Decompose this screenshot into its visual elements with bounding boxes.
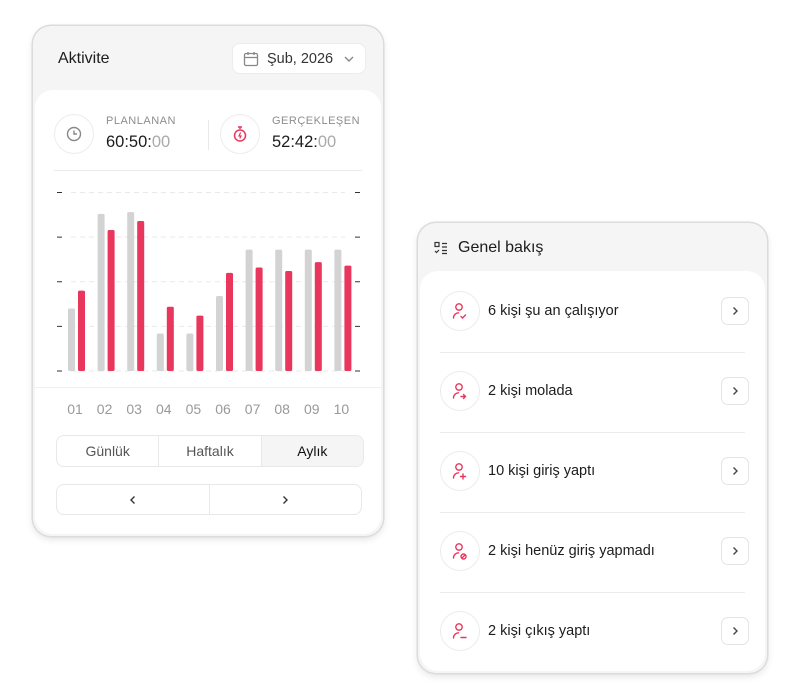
user-plus-icon [452, 463, 467, 480]
next-button[interactable] [210, 485, 362, 514]
planned-value-main: 60:50: [106, 133, 152, 151]
stats-separator [54, 170, 362, 171]
chevron-right-icon [733, 307, 738, 315]
calendar-icon [243, 51, 259, 66]
bar-actual [255, 267, 263, 371]
bar-planned [156, 333, 164, 371]
bar-actual [226, 272, 233, 371]
planned-icon-wrap [54, 114, 94, 154]
chevron-left-icon [129, 495, 135, 504]
x-tick-label: 06 [215, 401, 231, 417]
overview-item-label: 10 kişi giriş yaptı [488, 463, 596, 479]
x-tick-label: 04 [156, 401, 172, 417]
overview-item[interactable]: 10 kişi giriş yaptı [420, 433, 765, 513]
planned-value-seconds: 00 [151, 133, 171, 151]
user-break-icon [452, 383, 467, 400]
x-tick-label: 08 [274, 401, 290, 417]
overview-item-label: 6 kişi şu an çalışıyor [488, 303, 619, 319]
overview-item-open-button[interactable] [721, 297, 749, 325]
overview-title: Genel bakış [458, 239, 544, 256]
overview-panel: 6 kişi şu an çalışıyor 2 kişi molada 10 … [420, 271, 765, 671]
overview-item[interactable]: 2 kişi molada [420, 353, 765, 433]
bar-planned [245, 249, 253, 371]
bar-actual [314, 262, 322, 371]
x-tick-label: 01 [67, 401, 83, 417]
actual-value: 52:42:00 [272, 133, 336, 152]
bar-actual [196, 315, 204, 371]
chevron-right-icon [733, 387, 738, 395]
planned-label: PLANLANAN [106, 115, 176, 127]
row-divider [440, 432, 745, 433]
tab-weekly[interactable]: Haftalık [159, 436, 262, 466]
overview-item-label: 2 kişi molada [488, 383, 573, 399]
x-tick-label: 02 [96, 401, 113, 417]
bar-actual [166, 306, 174, 371]
tab-monthly[interactable]: Aylık [261, 436, 363, 466]
overview-item[interactable]: 2 kişi henüz giriş yapmadı [420, 513, 765, 593]
x-tick-label: 03 [126, 401, 142, 417]
bar-planned [216, 296, 223, 371]
bar-planned [334, 249, 342, 371]
chevron-right-icon [733, 467, 738, 475]
row-divider [440, 512, 745, 513]
overview-item-icon-wrap [440, 291, 480, 331]
bar-planned [304, 249, 312, 371]
overview-item-icon-wrap [440, 611, 480, 651]
chevron-right-icon [733, 547, 738, 555]
date-value: Şub, 2026 [267, 50, 334, 67]
activity-chart [57, 192, 360, 372]
bar-actual [344, 265, 352, 371]
actual-value-main: 52:42: [272, 133, 318, 151]
actual-value-seconds: 00 [317, 133, 337, 151]
overview-item-label: 2 kişi henüz giriş yapmadı [488, 543, 655, 559]
overview-item-open-button[interactable] [721, 617, 749, 645]
x-tick-label: 09 [304, 401, 320, 417]
chevron-right-icon [283, 495, 289, 504]
overview-item-open-button[interactable] [721, 537, 749, 565]
bar-planned [186, 333, 194, 371]
bar-planned [68, 308, 75, 371]
chevron-down-icon [344, 56, 354, 62]
overview-item-label: 2 kişi çıkış yaptı [488, 623, 591, 639]
overview-item-open-button[interactable] [721, 457, 749, 485]
checklist-icon [434, 241, 447, 255]
overview-item-open-button[interactable] [721, 377, 749, 405]
bar-planned [97, 213, 105, 371]
bar-actual [137, 221, 145, 371]
bar-actual [78, 290, 85, 371]
chart-bottom-divider [35, 387, 381, 388]
x-tick-label: 05 [185, 401, 202, 417]
stats-divider [208, 120, 209, 150]
bar-planned [127, 212, 135, 371]
activity-card: Aktivite Şub, 2026 PLANLANAN 60:50:00 GE… [33, 26, 383, 536]
clock-icon [66, 126, 82, 142]
activity-title: Aktivite [58, 50, 110, 67]
bar-planned [275, 249, 283, 371]
user-minus-icon [452, 623, 467, 639]
row-divider [440, 592, 745, 593]
x-tick-label: 10 [333, 401, 350, 417]
stopwatch-icon [233, 126, 247, 142]
overview-item-icon-wrap [440, 371, 480, 411]
period-tabs: Günlük Haftalık Aylık [56, 435, 364, 467]
overview-card: 6 kişi şu an çalışıyor 2 kişi molada 10 … [418, 223, 767, 673]
date-selector[interactable]: Şub, 2026 [232, 43, 366, 74]
overview-item-icon-wrap [440, 451, 480, 491]
user-blocked-icon [452, 543, 467, 560]
bar-actual [285, 271, 293, 371]
tab-daily[interactable]: Günlük [57, 436, 160, 466]
overview-item[interactable]: 6 kişi şu an çalışıyor [420, 273, 765, 353]
x-tick-label: 07 [244, 401, 261, 417]
user-check-icon [452, 303, 467, 319]
pager [56, 484, 362, 515]
row-divider [440, 352, 745, 353]
bar-actual [107, 229, 115, 371]
overview-item[interactable]: 2 kişi çıkış yaptı [420, 593, 765, 673]
prev-button[interactable] [57, 485, 210, 514]
actual-label: GERÇEKLEŞEN [272, 115, 361, 127]
chevron-right-icon [733, 627, 738, 635]
actual-icon-wrap [220, 114, 260, 154]
planned-value: 60:50:00 [106, 133, 170, 152]
overview-item-icon-wrap [440, 531, 480, 571]
